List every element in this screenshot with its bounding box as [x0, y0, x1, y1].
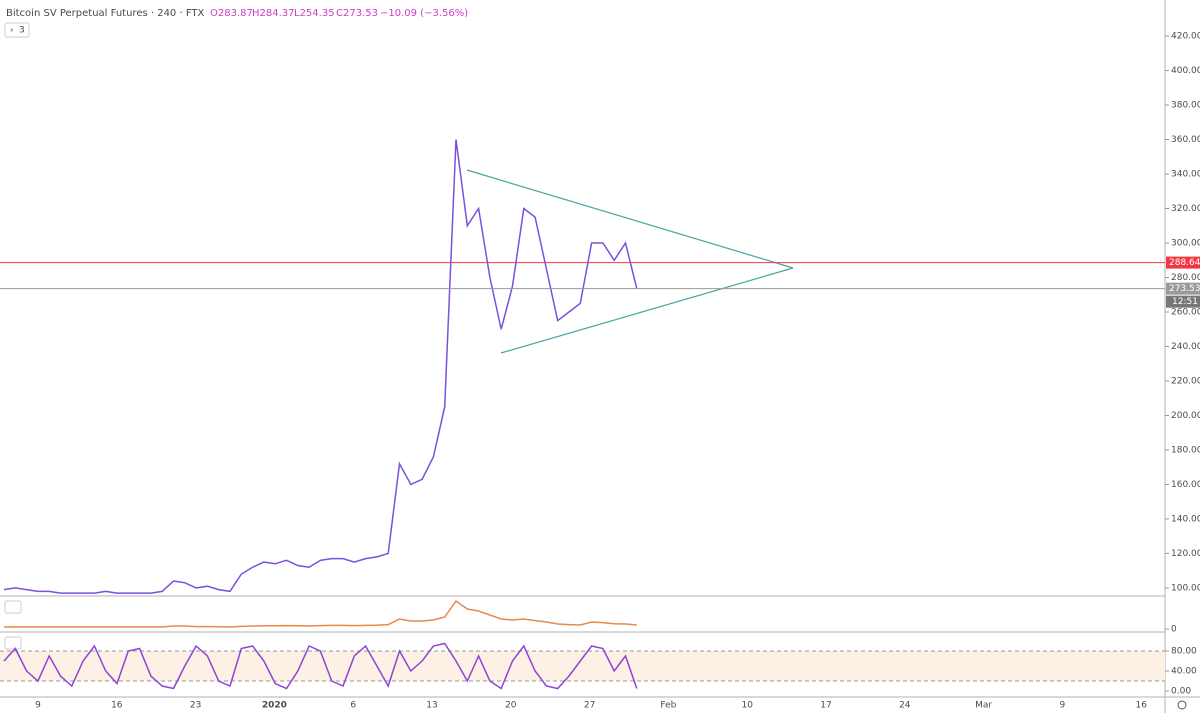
price-tick-label: 140.00 [1171, 514, 1200, 524]
price-badge-label: 288.64 [1169, 258, 1200, 268]
time-label: 6 [350, 701, 356, 711]
ohlc-high: H284.37 [252, 8, 295, 19]
series-line [3, 642, 638, 690]
time-label: 20 [505, 701, 517, 711]
toggle-arrow: › [10, 26, 14, 36]
price-tick-label: 0 [1171, 625, 1177, 635]
price-tick-label: 100.00 [1171, 583, 1200, 593]
price-tick-label: 120.00 [1171, 549, 1200, 559]
time-label: 27 [584, 701, 595, 711]
price-tick-label: 160.00 [1171, 480, 1200, 490]
ohlc-close: C273.53 [336, 8, 378, 19]
countdown-badge [1166, 295, 1200, 308]
countdown-label: 12:51 [1172, 297, 1198, 307]
pane-toggle[interactable] [4, 636, 22, 650]
time-label: 16 [1135, 701, 1147, 711]
price-tick-label: 360.00 [1171, 135, 1200, 145]
time-label: 10 [741, 701, 753, 711]
price-tick-label: 40.00 [1171, 667, 1197, 677]
series-line [4, 599, 637, 628]
price-tick-label: 240.00 [1171, 342, 1200, 352]
price-tick-label: 0.00 [1171, 687, 1191, 697]
price-tick-label: 320.00 [1171, 204, 1200, 214]
time-label: 24 [899, 701, 911, 711]
time-label: Mar [975, 701, 992, 711]
stoch-band [0, 651, 1165, 681]
time-label: 17 [820, 701, 831, 711]
time-label: 23 [190, 701, 201, 711]
ohlc-low: L254.35 [294, 8, 335, 19]
price-tick-label: 260.00 [1171, 307, 1200, 317]
price-tick-label: 200.00 [1171, 411, 1200, 421]
price-tick-label: 300.00 [1171, 239, 1200, 249]
indicator-count: 3 [19, 26, 25, 36]
pane-toggle[interactable] [4, 600, 22, 614]
time-label: 16 [111, 701, 123, 711]
time-label: Feb [660, 701, 676, 711]
price-tick-label: 80.00 [1171, 647, 1197, 657]
triangle-upper [466, 169, 794, 269]
price-badge-label: 273.53 [1169, 284, 1200, 294]
price-tick-label: 180.00 [1171, 445, 1200, 455]
ohlc-open: O283.87 [210, 8, 253, 19]
time-label: 2020 [262, 701, 287, 711]
price-tick-label: 380.00 [1171, 101, 1200, 111]
indicators-toggle[interactable] [4, 22, 30, 38]
ohlc-change: −10.09 (−3.56%) [380, 8, 468, 19]
time-label: 9 [35, 701, 41, 711]
price-badge [1166, 282, 1200, 295]
time-label: 9 [1060, 701, 1066, 711]
price-tick-label: 340.00 [1171, 170, 1200, 180]
triangle-lower [500, 267, 794, 354]
time-label: 13 [426, 701, 437, 711]
symbol-title: Bitcoin SV Perpetual Futures · 240 · FTX [6, 8, 205, 19]
price-tick-label: 220.00 [1171, 376, 1200, 386]
settings-icon[interactable] [1177, 700, 1187, 710]
series-line [3, 139, 638, 594]
price-tick-label: 400.00 [1171, 66, 1200, 76]
price-tick-label: 420.00 [1171, 32, 1200, 42]
price-badge [1166, 256, 1200, 269]
price-tick-label: 280.00 [1171, 273, 1200, 283]
